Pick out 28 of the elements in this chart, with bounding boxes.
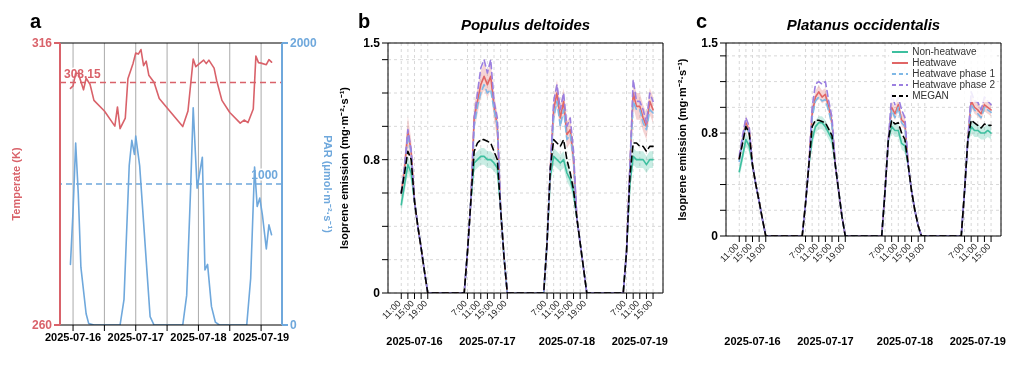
y-tick-label: 0.8 (701, 126, 719, 141)
y-axis-title: Isoprene emission (mg·m⁻²·s⁻¹) (675, 58, 688, 221)
x-tick-label: 2025-07-19 (232, 330, 290, 343)
text: a (30, 10, 42, 33)
legend-label: MEGAN (912, 90, 949, 101)
y-tick-label: 260 (31, 318, 53, 333)
y-axis-title: Temperate (K) (9, 147, 22, 221)
y2-tick-label: 0 (290, 318, 297, 333)
x-tick-label: 2025-07-16 (44, 330, 102, 343)
y-tick-label: 1.5 (363, 36, 381, 51)
legend-label: Heatwave phase 1 (912, 68, 995, 79)
chart-title: Populus deltoides (459, 16, 592, 33)
y-tick-label: 1.5 (701, 36, 719, 51)
text: c (696, 10, 708, 33)
y-tick-label: 0 (711, 229, 719, 244)
legend-label: Heatwave phase 2 (912, 79, 995, 90)
y-axis-title: Isoprene emission (mg·m⁻²·s⁻¹) (337, 86, 350, 250)
legend-label: Heatwave (912, 57, 957, 68)
y2-tick-label: 2000 (290, 36, 318, 51)
y-tick-label: 316 (31, 36, 53, 51)
legend-label: Non-heatwave (912, 46, 977, 57)
y-tick-label: 0 (373, 286, 381, 301)
x-tick-label: 2025-07-18 (170, 330, 227, 343)
y2-axis-title: PAR (μmol·m⁻²·s⁻¹) (322, 135, 335, 234)
y-tick-label: 0.8 (363, 152, 381, 167)
chart-title: Platanus occidentalis (785, 16, 942, 33)
text: b (358, 10, 371, 33)
x-tick-label: 2025-07-17 (107, 330, 164, 343)
